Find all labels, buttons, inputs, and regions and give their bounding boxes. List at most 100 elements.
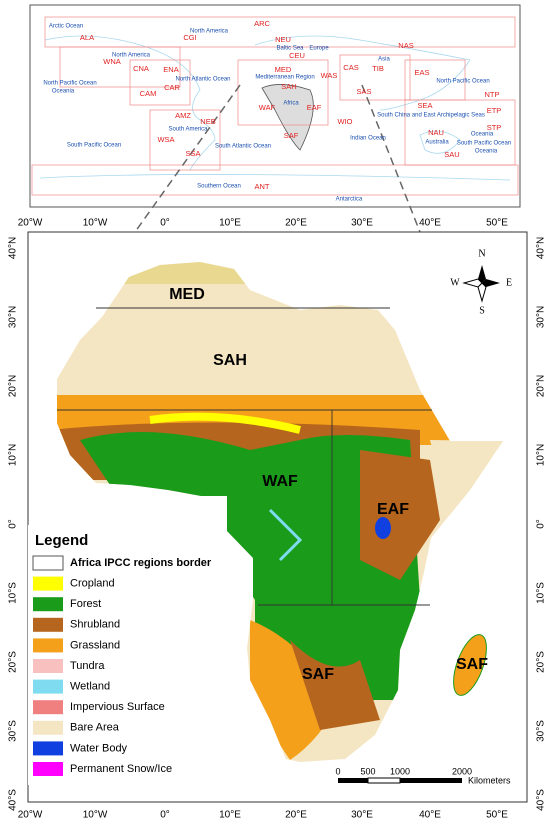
legend-swatch xyxy=(33,700,63,715)
compass-label: S xyxy=(479,305,485,316)
inset-geo-label: Africa xyxy=(283,101,299,107)
inset-region-label: WSA xyxy=(157,135,174,144)
latitude-label: 0° xyxy=(8,519,19,529)
inset-region-label: SAF xyxy=(284,131,299,140)
inset-geo-label: South Pacific Ocean xyxy=(457,141,511,147)
inset-region-label: WAS xyxy=(321,71,338,80)
latitude-label: 40°S xyxy=(8,789,19,811)
inset-geo-label: North America xyxy=(112,53,151,59)
legend-label: Forest xyxy=(70,598,101,610)
inset-geo-label: South Pacific Ocean xyxy=(67,143,121,149)
region-label: MED xyxy=(169,286,205,303)
legend-swatch xyxy=(32,555,64,571)
scale-unit: Kilometers xyxy=(468,775,511,785)
legend-swatch xyxy=(33,617,63,632)
legend-swatch xyxy=(33,638,63,653)
latitude-label: 30°S xyxy=(536,720,547,742)
legend-swatch xyxy=(33,762,63,776)
inset-geo-label: North Pacific Ocean xyxy=(436,79,489,85)
latitude-label: 20°S xyxy=(536,651,547,673)
compass-label: W xyxy=(450,277,460,288)
longitude-label: 0° xyxy=(160,218,170,229)
latitude-label: 40°N xyxy=(536,237,547,259)
inset-region-label: WIO xyxy=(338,117,353,126)
legend-label: Cropland xyxy=(70,578,115,590)
inset-region-label: CAM xyxy=(140,89,157,98)
legend-label: Tundra xyxy=(70,660,105,672)
madagascar xyxy=(453,634,487,696)
legend-swatch xyxy=(33,659,63,673)
inset-geo-label: Antarctica xyxy=(336,197,363,203)
inset-region-label: NAS xyxy=(398,41,413,50)
latitude-label: 10°N xyxy=(8,444,19,466)
longitude-label: 30°E xyxy=(351,810,373,821)
legend-label: Permanent Snow/Ice xyxy=(70,763,172,775)
latitude-label: 30°N xyxy=(8,306,19,328)
inset-region-label: SEA xyxy=(417,101,432,110)
inset-geo-label: Southern Ocean xyxy=(197,184,241,190)
legend-swatch xyxy=(33,741,63,756)
region-label: SAF xyxy=(302,666,334,683)
inset-region-label: ENA xyxy=(163,65,178,74)
inset-region-label: STP xyxy=(487,123,502,132)
inset-region-label: SAU xyxy=(444,150,459,159)
latitude-label: 20°N xyxy=(8,375,19,397)
inset-region-label: ANT xyxy=(255,182,270,191)
legend-title: Legend xyxy=(35,532,88,549)
inset-geo-label: North Pacific Ocean xyxy=(43,81,96,87)
inset-region-label: CNA xyxy=(133,64,149,73)
inset-geo-label: North America xyxy=(190,29,229,35)
region-label: EAF xyxy=(377,501,409,518)
inset-geo-label: South America xyxy=(168,127,208,133)
inset-region-borders xyxy=(31,16,519,196)
inset-region-label: TIB xyxy=(372,64,384,73)
legend-swatch xyxy=(33,720,63,735)
inset-region-label: ETP xyxy=(487,106,502,115)
inset-region-label: WNA xyxy=(103,57,121,66)
inset-geo-label: Asia xyxy=(378,57,390,63)
inset-geo-label: Europe xyxy=(309,46,329,52)
inset-region-label: CGI xyxy=(183,33,196,42)
inset-region-label: SAS xyxy=(356,87,371,96)
legend-label: Shrubland xyxy=(70,619,120,631)
latitude-label: 30°S xyxy=(8,720,19,742)
inset-region-label: AMZ xyxy=(175,111,191,120)
inset-region-label: NEU xyxy=(275,35,291,44)
latitude-label: 0° xyxy=(536,519,547,529)
latitude-label: 10°S xyxy=(536,582,547,604)
longitude-label: 0° xyxy=(160,810,170,821)
inset-region-label: SAH xyxy=(281,82,296,91)
inset-region-label: NAU xyxy=(428,128,444,137)
inset-geo-label: Baltic Sea xyxy=(276,46,304,52)
legend-swatch xyxy=(33,597,63,612)
inset-geo-label: Indian Ocean xyxy=(350,136,386,142)
inset-geo-label: Oceania xyxy=(52,89,75,95)
inset-region-label: CEU xyxy=(289,51,305,60)
longitude-label: 40°E xyxy=(419,810,441,821)
legend-swatch xyxy=(33,576,63,591)
inset-region-label: NEB xyxy=(200,117,215,126)
inset-region-label: MED xyxy=(275,65,292,74)
longitude-label: 10°W xyxy=(83,810,108,821)
region-label: SAF xyxy=(456,656,488,673)
inset-geo-label: Arctic Ocean xyxy=(49,24,83,30)
inset-geo-label: Mediterranean Region xyxy=(255,75,314,81)
longitude-label: 20°E xyxy=(285,218,307,229)
inset-region-label: ARC xyxy=(254,19,270,28)
legend-swatch xyxy=(33,679,63,694)
longitude-label: 20°W xyxy=(18,218,43,229)
compass xyxy=(462,265,500,303)
inset-coastlines xyxy=(39,35,511,181)
compass-label: N xyxy=(478,248,485,259)
longitude-label: 20°E xyxy=(285,810,307,821)
legend-label: Impervious Surface xyxy=(70,701,165,713)
longitude-label: 50°E xyxy=(486,218,508,229)
longitude-label: 10°E xyxy=(219,218,241,229)
inset-geo-label: Oceania xyxy=(471,132,494,138)
inset-region-label: CAR xyxy=(164,83,180,92)
longitude-label: 40°E xyxy=(419,218,441,229)
inset-region-label: EAF xyxy=(307,103,322,112)
legend-label: Africa IPCC regions border xyxy=(70,557,212,569)
inset-region-label: NTP xyxy=(485,90,500,99)
